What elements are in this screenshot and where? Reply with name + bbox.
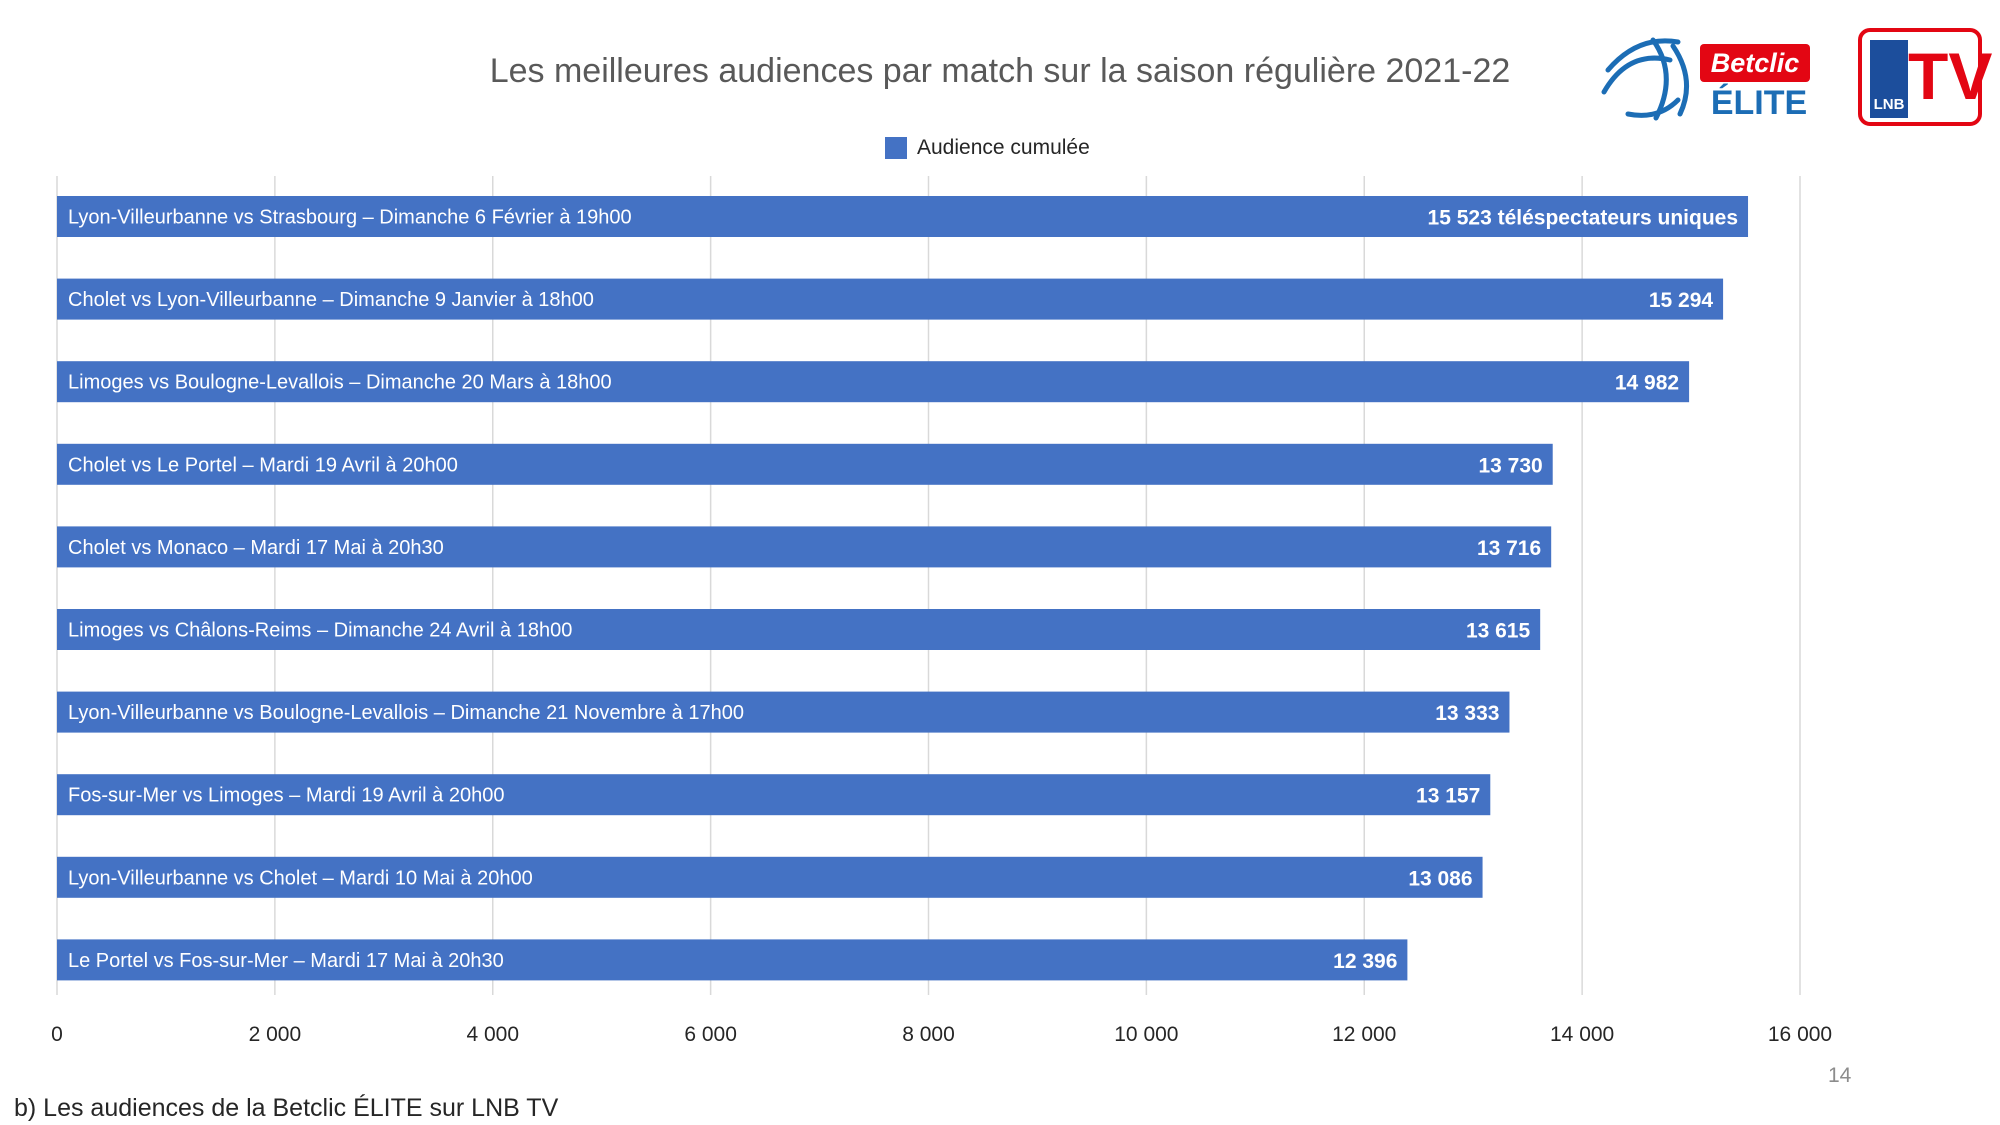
bar xyxy=(57,609,1541,650)
chart-legend: Audience cumulée xyxy=(885,134,1090,162)
page-number: 14 xyxy=(1828,1064,1852,1087)
bar-category-label: Limoges vs Boulogne-Levallois – Dimanche… xyxy=(68,372,612,394)
slide-caption: b) Les audiences de la Betclic ÉLITE sur… xyxy=(14,1094,559,1122)
bar-value-label: 13 730 xyxy=(1478,454,1542,477)
bar-category-label: Limoges vs Châlons-Reims – Dimanche 24 A… xyxy=(68,620,572,642)
bar-category-label: Lyon-Villeurbanne vs Strasbourg – Dimanc… xyxy=(68,207,632,229)
bar-category-label: Cholet vs Monaco – Mardi 17 Mai à 20h30 xyxy=(68,537,444,559)
bar-category-label: Le Portel vs Fos-sur-Mer – Mardi 17 Mai … xyxy=(68,950,504,972)
x-tick-label: 8 000 xyxy=(902,1023,955,1046)
bar xyxy=(57,361,1690,403)
bar-value-label: 13 333 xyxy=(1435,702,1499,725)
x-tick-label: 14 000 xyxy=(1550,1023,1614,1046)
bar xyxy=(57,856,1483,898)
bar-category-label: Cholet vs Le Portel – Mardi 19 Avril à 2… xyxy=(68,454,458,476)
bar-value-label: 14 982 xyxy=(1615,372,1679,395)
bar xyxy=(57,691,1510,733)
bar-value-label: 13 615 xyxy=(1466,620,1531,643)
bar-category-label: Lyon-Villeurbanne vs Cholet – Mardi 10 M… xyxy=(68,867,533,889)
bar-value-label: 15 294 xyxy=(1649,289,1714,312)
chart-title: Les meilleures audiences par match sur l… xyxy=(489,52,1511,90)
bar xyxy=(57,196,1749,237)
bar-category-label: Cholet vs Lyon-Villeurbanne – Dimanche 9… xyxy=(68,289,594,311)
bar-value-label: 12 396 xyxy=(1333,950,1397,973)
lnb-tv-logo: LNB TV xyxy=(1858,28,1992,126)
bar-value-label: 13 716 xyxy=(1477,537,1541,560)
betclic-badge: Betclic xyxy=(1700,44,1810,82)
tv-wordmark: TV xyxy=(1908,39,1993,113)
basketball-icon xyxy=(1601,37,1690,121)
bar xyxy=(57,443,1553,485)
x-tick-label: 6 000 xyxy=(684,1023,737,1046)
elite-wordmark: ÉLITE xyxy=(1710,84,1808,122)
betclic-elite-logo: Betclic ÉLITE xyxy=(1598,30,1818,130)
bar-value-label: 13 157 xyxy=(1416,785,1480,808)
bar xyxy=(57,278,1724,320)
bar xyxy=(57,526,1552,568)
x-tick-label: 16 000 xyxy=(1768,1023,1832,1046)
x-tick-label: 4 000 xyxy=(466,1023,519,1046)
lnb-player-icon xyxy=(1870,40,1908,118)
bar xyxy=(57,774,1491,816)
legend-label: Audience cumulée xyxy=(917,136,1090,159)
x-tick-label: 2 000 xyxy=(249,1023,302,1046)
bar-category-label: Fos-sur-Mer vs Limoges – Mardi 19 Avril … xyxy=(68,785,504,807)
x-tick-label: 10 000 xyxy=(1114,1023,1178,1046)
bar-value-label: 13 086 xyxy=(1408,867,1472,890)
legend-swatch xyxy=(885,137,907,159)
bar-value-label: 15 523 téléspectateurs uniques xyxy=(1428,207,1738,230)
bar xyxy=(57,939,1408,981)
x-tick-label: 12 000 xyxy=(1332,1023,1396,1046)
lnb-wordmark: LNB xyxy=(1873,96,1905,113)
x-tick-label: 0 xyxy=(51,1023,63,1046)
bar-category-label: Lyon-Villeurbanne vs Boulogne-Levallois … xyxy=(68,702,744,724)
